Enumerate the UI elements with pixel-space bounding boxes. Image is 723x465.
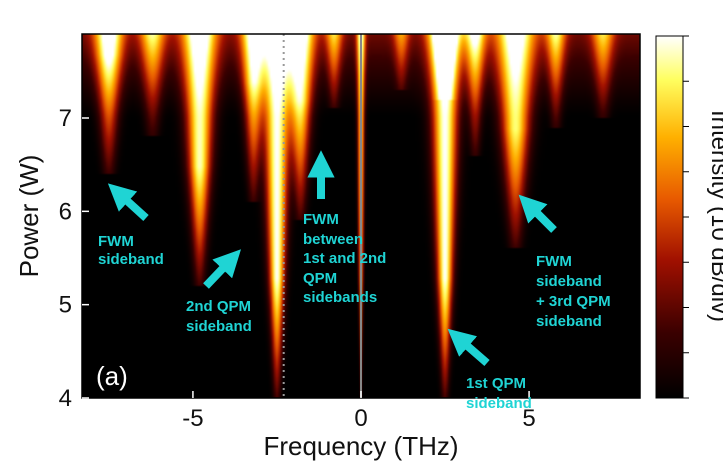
arrow-1st-qpm [447,328,490,367]
annotation-text: 1st QPM [466,375,526,392]
y-axis-ticks: 4 5 6 7 [59,105,89,412]
svg-text:FWM between 1s: FWM between 1st and 2nd QPM sidebands [303,211,391,306]
panel-label: (a) [96,361,128,391]
annotation-text: 1st and 2nd [303,250,386,267]
annotation-text: FWM [98,233,134,250]
arrow-2nd-qpm [203,249,242,289]
annotation-text: sideband [536,273,602,290]
x-axis-label: Frequency (THz) [263,431,458,461]
annotation-text: sideband [536,313,602,330]
heatmap-plot [81,33,641,399]
svg-text:FWM sideband +: FWM sideband + 3rd QPM sideband [536,253,615,330]
annotation-fwm-3rd-qpm: FWM sideband + 3rd QPM sideband [518,194,615,330]
annotation-text: QPM [303,270,337,287]
x-tick-label: 5 [522,405,535,432]
y-axis-label: Power (W) [14,155,44,278]
annotation-text: sideband [186,318,252,335]
annotation-text: FWM [303,211,339,228]
annotation-text: FWM [536,253,572,270]
annotation-text: 2nd QPM [186,298,251,315]
colorbar-ticks [683,35,689,399]
colorbar: Intensity (10 dB/div) [655,35,723,399]
x-tick-label: 0 [354,405,367,432]
annotation-fwm-between: FWM between 1st and 2nd QPM sidebands [303,150,391,306]
y-tick-label: 6 [59,198,72,225]
x-axis-ticks: -5 0 5 [182,391,536,432]
x-tick-label: -5 [182,405,203,432]
arrow-fwm-sideband-left [107,183,149,221]
colorbar-gradient [655,35,684,399]
annotations: FWM sideband 2nd QPM sideband FWM betwee… [98,150,615,412]
y-tick-label: 4 [59,385,72,412]
annotation-text: between [303,231,363,248]
svg-text:FWM sideband: FWM sideband [98,233,164,268]
annotation-text: sidebands [303,289,377,306]
y-tick-label: 5 [59,292,72,319]
colorbar-label: Intensity (10 dB/div) [706,110,723,322]
svg-text:1st QPM sideband: 1st QPM sideband [466,375,532,412]
annotation-text: sideband [466,395,532,412]
annotation-fwm-sideband-left: FWM sideband [98,183,164,268]
annotation-text: sideband [98,251,164,268]
annotation-2nd-qpm-sideband: 2nd QPM sideband [186,249,255,335]
arrow-fwm-3rd-qpm [518,194,557,233]
annotation-1st-qpm-sideband: 1st QPM sideband [447,328,532,412]
annotation-text: + 3rd QPM [536,293,611,310]
svg-text:2nd QPM sideband: 2nd QPM sideband [186,298,255,335]
y-tick-label: 7 [59,105,72,132]
